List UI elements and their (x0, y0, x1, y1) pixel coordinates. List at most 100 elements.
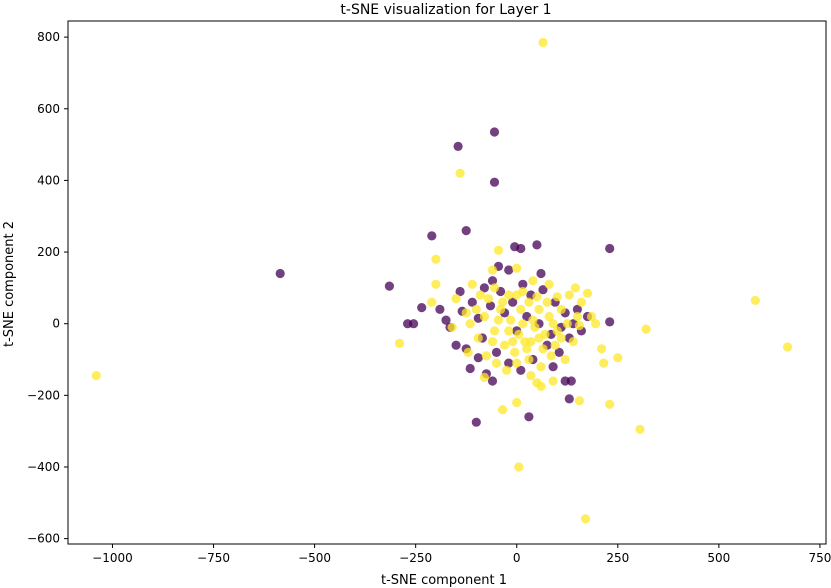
scatter-point-series-1-18 (548, 376, 558, 386)
scatter-point-series-0-29 (554, 347, 564, 357)
x-tick-label-7: 750 (808, 551, 831, 565)
scatter-point-series-1-16 (582, 288, 593, 298)
scatter-point-series-1-13 (597, 344, 607, 354)
scatter-point-series-1-64 (512, 358, 522, 368)
x-tick-label-0: −1000 (92, 551, 133, 565)
x-tick-label-6: 500 (707, 551, 730, 565)
scatter-point-series-1-9 (635, 424, 645, 434)
scatter-point-series-1-21 (526, 371, 536, 381)
scatter-point-series-1-84 (487, 337, 498, 347)
scatter-point-series-0-35 (471, 417, 481, 427)
scatter-point-series-1-58 (534, 304, 544, 314)
scatter-point-series-0-39 (451, 340, 461, 350)
scatter-point-series-1-7 (783, 342, 793, 352)
scatter-point-series-0-34 (524, 412, 534, 422)
scatter-point-series-1-15 (586, 311, 597, 322)
scatter-point-series-0-5 (427, 231, 437, 241)
scatter-point-series-1-59 (544, 311, 554, 322)
scatter-point-series-1-71 (489, 283, 500, 293)
scatter-point-series-0-15 (605, 317, 615, 327)
scatter-point-series-1-61 (546, 351, 556, 361)
scatter-point-series-1-92 (512, 290, 522, 300)
x-axis-label: t-SNE component 1 (381, 573, 507, 588)
scatter-point-series-1-3 (431, 254, 441, 264)
y-tick-label-4: 200 (37, 245, 60, 259)
x-tick-label-1: −750 (197, 551, 230, 565)
scatter-point-series-1-70 (475, 290, 485, 300)
scatter-point-series-1-42 (568, 337, 578, 347)
scatter-point-series-1-83 (493, 315, 504, 325)
scatter-point-series-0-12 (532, 240, 542, 250)
scatter-point-series-1-20 (532, 378, 542, 388)
scatter-point-series-0-0 (275, 268, 285, 279)
scatter-point-series-1-38 (564, 290, 574, 300)
y-tick-label-7: 800 (37, 30, 60, 44)
scatter-point-series-1-79 (538, 344, 548, 354)
ticks-layer: −1000 −750 −500 −250 0 250 500 750 −600 −400 −200 0… (27, 30, 831, 565)
scatter-point-series-0-11 (516, 243, 526, 254)
scatter-point-series-0-56 (473, 353, 483, 363)
scatter-point-series-1-53 (483, 294, 493, 304)
scatter-point-series-0-44 (467, 297, 477, 307)
scatter-point-series-0-41 (435, 304, 445, 314)
scatter-point-series-0-17 (479, 283, 489, 293)
scatter-point-series-0-47 (504, 358, 514, 368)
scatter-point-series-1-10 (613, 353, 623, 363)
scatter-point-series-1-81 (514, 329, 524, 339)
scatter-point-series-1-56 (516, 304, 526, 314)
scatter-point-series-0-18 (487, 276, 498, 286)
scatter-point-series-1-8 (641, 324, 651, 334)
scatter-point-series-1-69 (465, 319, 475, 329)
y-tick-label-6: 600 (37, 102, 60, 116)
scatter-point-series-0-46 (491, 347, 502, 357)
scatter-point-series-1-29 (431, 279, 441, 289)
scatter-point-series-1-78 (556, 333, 566, 343)
scatter-point-series-1-51 (479, 311, 489, 322)
scatter-point-series-1-26 (479, 372, 489, 382)
scatter-point-series-1-89 (534, 333, 544, 343)
scatter-point-series-1-0 (538, 37, 548, 48)
scatter-point-series-0-6 (453, 141, 463, 151)
chart-title: t-SNE visualization for Layer 1 (340, 2, 551, 18)
scatter-point-series-1-66 (491, 358, 502, 368)
scatter-point-series-1-37 (552, 292, 562, 302)
scatter-point-series-1-57 (524, 297, 534, 307)
scatter-point-series-1-12 (599, 358, 609, 368)
scatter-point-series-0-24 (538, 285, 548, 295)
scatter-point-series-1-2 (493, 245, 504, 255)
scatter-point-series-1-88 (522, 344, 532, 354)
scatter-point-series-1-31 (451, 294, 461, 304)
scatter-point-series-1-27 (463, 347, 473, 357)
scatter-point-series-1-60 (552, 326, 562, 336)
plot-frame (67, 20, 827, 545)
scatter-point-series-1-74 (532, 292, 542, 302)
scatter-point-series-1-75 (542, 297, 552, 307)
scatter-point-series-1-91 (498, 297, 508, 307)
scatter-point-series-1-14 (591, 319, 601, 329)
scatter-point-series-1-1 (455, 168, 465, 178)
scatter-point-series-0-48 (516, 365, 526, 375)
scatter-point-series-1-17 (574, 396, 585, 406)
scatter-point-series-0-8 (489, 127, 500, 137)
scatter-point-series-1-63 (524, 354, 534, 365)
points-layer (91, 37, 793, 524)
y-tick-label-2: −200 (27, 388, 60, 402)
scatter-point-series-1-6 (750, 295, 760, 305)
scatter-point-series-1-23 (514, 462, 524, 472)
x-tick-label-5: 250 (606, 551, 629, 565)
scatter-point-series-1-55 (506, 315, 516, 325)
scatter-point-series-0-37 (487, 376, 498, 386)
scatter-point-series-0-21 (508, 297, 518, 307)
scatter-point-series-0-7 (461, 226, 471, 236)
scatter-point-series-1-87 (508, 337, 518, 347)
scatter-point-series-1-68 (473, 333, 483, 343)
scatter-point-series-0-13 (536, 268, 546, 279)
scatter-point-series-1-48 (510, 347, 520, 357)
x-tick-label-2: −500 (298, 551, 331, 565)
scatter-point-series-0-22 (518, 279, 528, 289)
scatter-point-series-1-39 (570, 283, 581, 293)
scatter-point-series-1-22 (512, 397, 522, 408)
scatter-point-series-0-1 (384, 281, 394, 291)
scatter-point-series-1-52 (471, 304, 481, 314)
scatter-point-series-1-62 (536, 362, 546, 372)
